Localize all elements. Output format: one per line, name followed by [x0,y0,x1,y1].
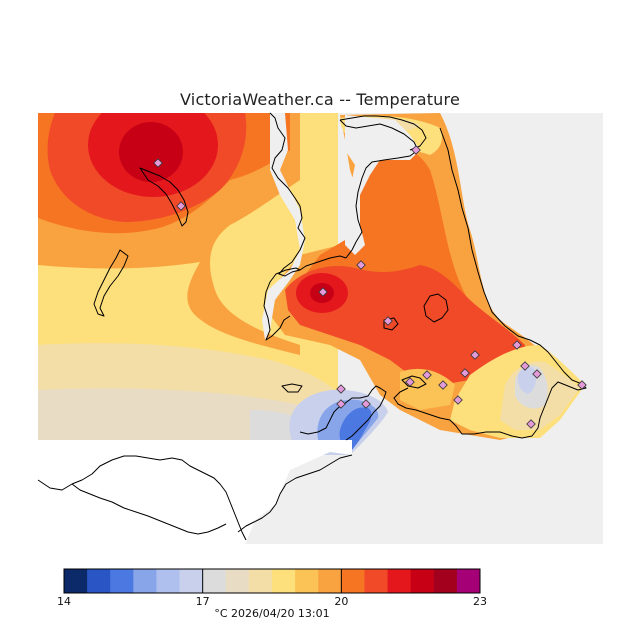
legend-tick-label: 20 [334,595,349,608]
station-marker [470,350,480,360]
legend-swatch [341,569,365,593]
coast-south-east-curve [237,454,353,533]
legend-swatch [456,569,481,593]
station-marker [318,287,328,297]
legend-swatch [318,569,342,593]
legend-swatch [110,569,134,593]
station-marker [438,380,448,390]
legend-swatch [248,569,273,593]
station-marker [422,370,432,380]
station-marker [526,419,536,429]
legend-tick-label: 17 [195,595,210,608]
station-marker [453,395,463,405]
station-marker [356,260,366,270]
station-marker [361,399,371,409]
island-center [423,293,449,323]
coast-olympic-inner [71,483,227,535]
island-victoria-point [401,375,427,389]
legend-footer: °C 2026/04/20 13:01 [214,607,330,620]
island-west-strait [281,383,303,393]
legend-swatch [225,569,250,593]
station-marker [532,369,542,379]
legend-swatch [133,569,157,593]
legend-swatch [156,569,181,593]
legend-tick-label: 14 [57,595,71,608]
island-center-small [383,317,399,331]
station-marker [411,145,421,155]
legend-swatch [295,569,319,593]
legend-tick-label: 23 [473,595,487,608]
station-marker [460,368,470,378]
field-inlet-yellow [400,368,455,410]
legend-swatch [433,569,458,593]
legend-swatch [202,569,227,593]
legend-swatch [64,569,88,593]
legend-swatch [272,569,296,593]
field-band-west-core [119,122,183,182]
station-markers [153,145,587,429]
coast-east-shore [393,127,587,439]
station-marker [336,384,346,394]
coast-south-mainland [37,455,247,541]
legend-swatch [179,569,204,593]
island-west-long [93,249,129,317]
coast-main-west-inlet [269,112,347,277]
coast-ne-top [339,115,427,151]
station-marker [577,380,587,390]
station-marker [405,377,415,387]
legend-swatch [387,569,412,593]
station-marker [336,399,346,409]
legend-swatch [364,569,389,593]
temperature-field [38,113,585,455]
island-west-top [139,167,189,227]
coastlines [37,112,587,541]
coast-main-west-peninsula [263,267,301,341]
station-marker [512,340,522,350]
legend-swatch [87,569,111,593]
coast-east-peninsula [339,119,419,259]
map-title: VictoriaWeather.ca -- Temperature [180,90,460,109]
field-se-blue [517,366,537,394]
coast-victoria-south [299,385,387,441]
color-legend [63,568,481,594]
water-saanich-arm [345,115,420,255]
station-marker [520,361,530,371]
legend-swatch [410,569,435,593]
station-marker [176,201,186,211]
station-marker [153,158,163,168]
station-marker [383,316,393,326]
